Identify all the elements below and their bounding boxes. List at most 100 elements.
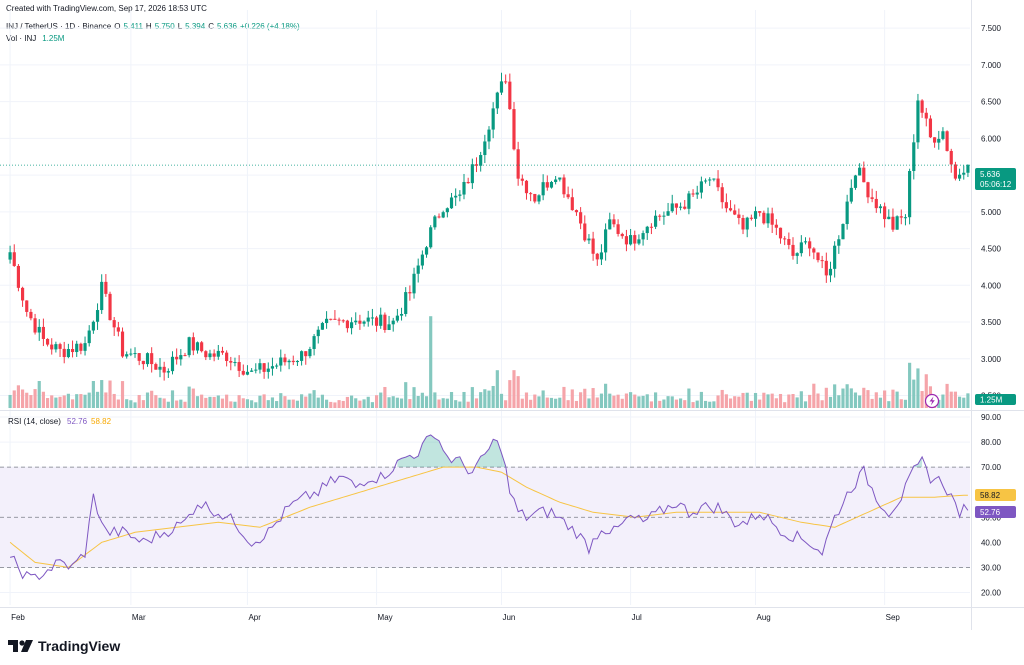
volume-bar (920, 391, 924, 408)
candle-body (878, 206, 883, 209)
candle-body (833, 245, 837, 269)
volume-bar (366, 396, 370, 408)
price-tick-label: 3.000 (981, 355, 1002, 364)
high-label: H (145, 22, 152, 31)
price-tick-label: 4.000 (981, 281, 1002, 290)
ohlc-legend: INJ / TetherUS · 1D · Binance O 5.411 H 5.… (6, 22, 300, 31)
volume-bar (200, 394, 204, 408)
candle-body (695, 192, 699, 195)
candle-body (420, 254, 424, 266)
volume-bar (258, 395, 262, 408)
candle-body (599, 252, 604, 260)
candle-body (758, 211, 762, 213)
volume-bar (479, 392, 483, 408)
volume-bar (170, 390, 175, 408)
rsi-legend-label[interactable]: RSI (14, close) (8, 417, 61, 426)
candle-body (329, 318, 333, 320)
volume-bars (8, 316, 970, 408)
volume-bar (300, 394, 304, 408)
candle-body (37, 326, 41, 333)
volume-bar (941, 394, 945, 408)
volume-bar (120, 381, 125, 408)
candle-body (308, 349, 312, 357)
candle-body (824, 260, 828, 276)
time-axis[interactable]: Feb Mar Apr May Jun Jul Aug Sep (11, 613, 900, 622)
candle-body (508, 81, 512, 110)
candle-body (674, 203, 678, 208)
volume-bar (924, 374, 928, 408)
volume-bar (579, 392, 583, 408)
volume-bar (866, 390, 870, 408)
price-axis[interactable]: 7.5007.0006.5006.0005.5005.0004.5004.000… (981, 24, 1002, 400)
candle-body (787, 239, 791, 245)
lightning-icon[interactable] (924, 393, 940, 409)
volume-bar (687, 388, 691, 408)
candle-body (574, 210, 579, 213)
candle-body (141, 360, 145, 365)
candle-body (670, 203, 674, 212)
volume-bar (237, 395, 241, 408)
open-label: O (114, 22, 121, 31)
volume-bar (287, 399, 291, 408)
volume-bar (474, 398, 479, 408)
volume-bar (408, 399, 412, 408)
candle-body (579, 212, 583, 224)
candle-body (641, 233, 645, 240)
candle-body (841, 224, 845, 240)
pane-separators[interactable] (0, 0, 1024, 630)
volume-bar (683, 400, 687, 408)
price-tag-value: 5.636 (980, 170, 1001, 179)
candle-body (216, 350, 220, 357)
candle-body (933, 137, 937, 143)
volume-bar (562, 386, 566, 408)
candle-body (549, 181, 554, 188)
candle-body (466, 181, 470, 184)
symbol-title[interactable]: INJ / TetherUS · 1D · Binance (6, 22, 112, 31)
volume-bar (83, 394, 87, 408)
volume-label[interactable]: Vol · INJ (6, 34, 37, 43)
volume-bar (129, 400, 133, 408)
volume-bar (691, 402, 695, 408)
candle-body (170, 356, 175, 372)
price-tick-label: 4.500 (981, 245, 1002, 254)
candle-body (866, 182, 870, 198)
open-value: 5.411 (123, 22, 143, 31)
candle-body (312, 336, 316, 350)
volume-value: 1.25M (42, 34, 65, 43)
candle-body (212, 353, 216, 357)
volume-bar (524, 392, 529, 408)
candle-body (953, 164, 958, 179)
candle-body (828, 268, 833, 276)
volume-bar (437, 399, 441, 408)
volume-bar (133, 402, 137, 408)
volume-bar (349, 395, 354, 408)
volume-bar (828, 396, 833, 408)
candle-body (958, 174, 962, 179)
candle-body (595, 253, 599, 260)
candle-body (399, 313, 404, 316)
candle-body (616, 224, 620, 234)
volume-bar (833, 384, 837, 408)
rsi-tag: 52.76 (975, 506, 1016, 518)
candle-body (45, 338, 50, 345)
volume-bar (741, 392, 745, 408)
candle-body (633, 235, 637, 244)
volume-bar (304, 396, 308, 408)
candle-body (537, 195, 541, 202)
candle-body (928, 118, 933, 138)
volume-bar (803, 401, 808, 408)
candle-body (645, 226, 649, 234)
time-tick-label: May (378, 613, 393, 622)
candle-body (733, 210, 737, 215)
volume-bar (958, 396, 962, 408)
volume-bar (441, 398, 445, 408)
volume-bar (429, 316, 433, 408)
volume-bar (583, 388, 587, 408)
volume-bar (295, 400, 300, 408)
candle-body (258, 363, 262, 370)
tradingview-logo[interactable]: TradingView (8, 638, 120, 654)
volume-bar (354, 398, 358, 408)
candle-body (204, 351, 208, 358)
